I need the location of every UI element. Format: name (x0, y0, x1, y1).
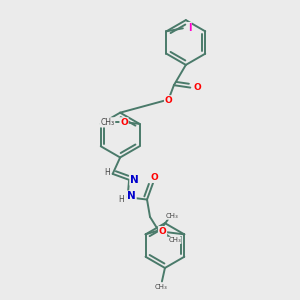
Text: H: H (118, 195, 124, 204)
Text: O: O (120, 118, 128, 127)
Text: O: O (193, 83, 201, 92)
Text: CH₃: CH₃ (155, 284, 167, 290)
Text: CH₃: CH₃ (168, 237, 181, 243)
Text: H: H (104, 168, 110, 177)
Text: O: O (159, 227, 167, 236)
Text: O: O (165, 96, 172, 105)
Text: O: O (150, 173, 158, 182)
Text: N: N (130, 175, 139, 185)
Text: CH₃: CH₃ (165, 213, 178, 219)
Text: CH₃: CH₃ (100, 118, 115, 127)
Text: I: I (188, 23, 191, 33)
Text: N: N (127, 191, 136, 201)
